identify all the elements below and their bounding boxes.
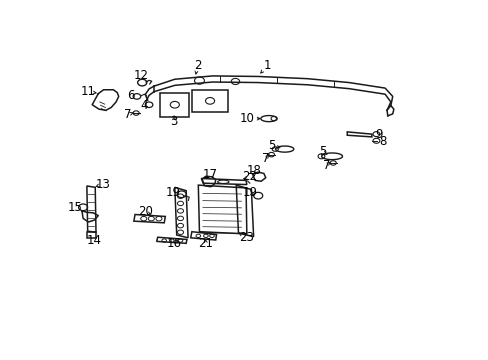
Text: 21: 21 [198,237,213,250]
Text: 18: 18 [246,164,261,177]
Text: 20: 20 [138,205,152,218]
Text: 11: 11 [81,85,96,98]
Text: 4: 4 [141,99,148,112]
Text: 9: 9 [375,128,383,141]
Text: 19: 19 [242,186,257,199]
Text: 12: 12 [133,69,148,82]
Text: 7: 7 [322,159,329,172]
Text: 2: 2 [193,59,201,72]
Text: 17: 17 [202,167,217,180]
Text: 15: 15 [68,201,83,214]
Text: 16: 16 [166,237,181,250]
Text: 5: 5 [267,139,275,152]
Text: 7: 7 [262,152,269,165]
Text: 3: 3 [170,115,177,128]
Text: 10: 10 [240,112,255,125]
Text: 23: 23 [238,231,253,244]
Text: 13: 13 [95,177,110,190]
Text: 7: 7 [123,108,131,121]
Text: 1: 1 [264,59,271,72]
Text: 19: 19 [165,186,180,199]
Text: 22: 22 [242,170,257,183]
Text: 5: 5 [318,145,325,158]
Text: 8: 8 [378,135,386,148]
Text: 6: 6 [127,89,135,102]
Text: 14: 14 [87,234,102,247]
